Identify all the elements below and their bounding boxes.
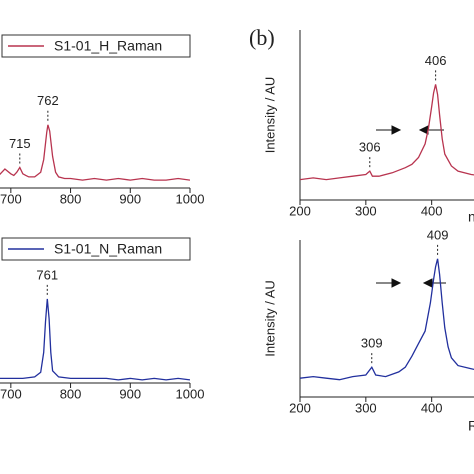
x-tick-label: 900	[119, 386, 141, 401]
spectrum-line	[0, 124, 190, 181]
x-tick-label: 300	[355, 203, 377, 218]
x-tick-label: 800	[60, 191, 82, 206]
legend-label: S1-01_N_Raman	[54, 241, 162, 257]
x-tick-label: 400	[421, 400, 443, 415]
x-tick-label: 800	[60, 386, 82, 401]
y-axis-label: Intensity / AU	[262, 77, 277, 154]
legend-box	[1, 34, 191, 58]
annotation: 715	[9, 136, 31, 151]
x-axis-label: n-1	[468, 209, 474, 225]
x-axis-label: R	[468, 418, 474, 434]
legend-label: S1-01_H_Raman	[54, 38, 162, 54]
panel-label: (b)	[249, 25, 275, 50]
y-axis-label: Intensity / AU	[262, 280, 277, 357]
spectrum-line	[300, 258, 474, 381]
annotation: 762	[37, 93, 59, 108]
spectrum-line	[300, 84, 474, 181]
x-tick-label: 300	[355, 400, 377, 415]
x-tick-label: 200	[289, 203, 311, 218]
x-tick-label: 400	[421, 203, 443, 218]
annotation: 309	[361, 336, 383, 351]
x-tick-label: 700	[0, 191, 22, 206]
spectrum-line	[0, 298, 190, 381]
x-tick-label: 200	[289, 400, 311, 415]
annotation: 761	[36, 267, 58, 282]
annotation: 406	[425, 53, 447, 68]
x-tick-label: 1000	[176, 386, 205, 401]
legend-box	[1, 237, 191, 261]
x-tick-label: 900	[119, 191, 141, 206]
x-tick-label: 700	[0, 386, 22, 401]
annotation: 409	[427, 227, 449, 242]
annotation: 306	[359, 140, 381, 155]
x-tick-label: 1000	[176, 191, 205, 206]
